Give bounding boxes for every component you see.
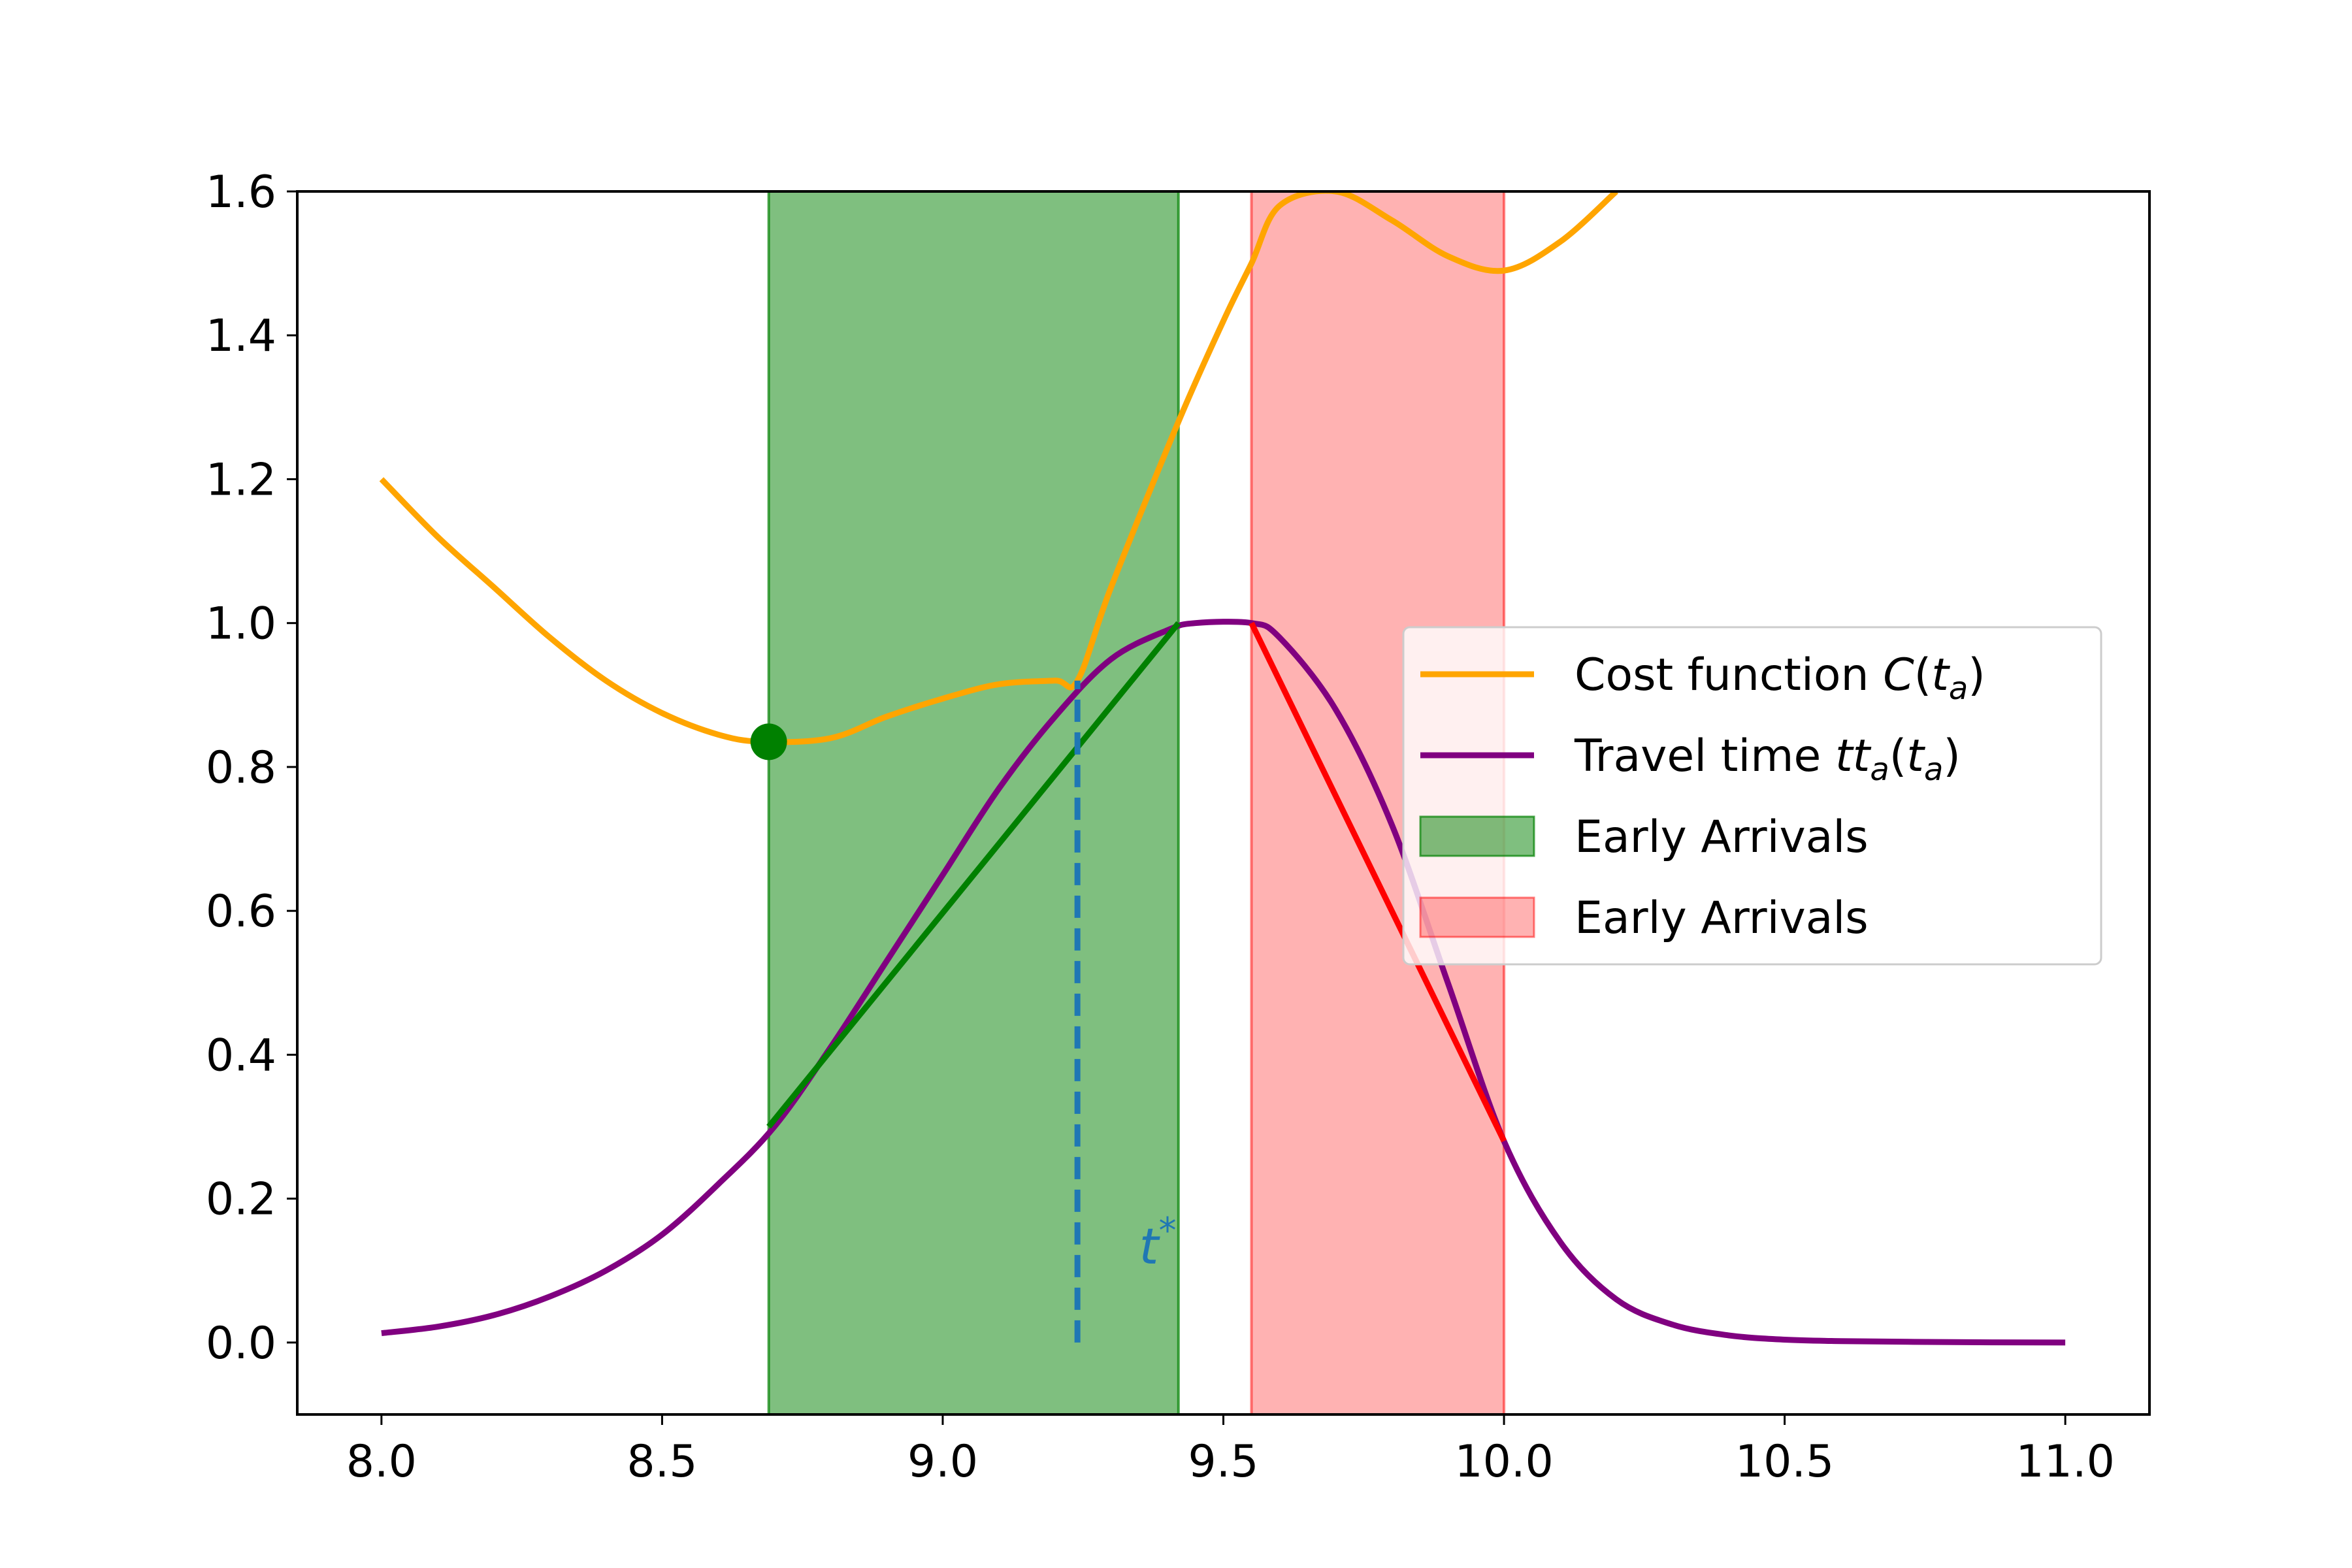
band-0 [767,191,1180,1414]
x-tick-label-1: 8.5 [627,1436,697,1488]
legend-label-1: Travel time tta(ta) [1574,730,1961,788]
legend-swatch-2 [1419,815,1535,857]
segment-late-tangent [1249,621,1507,1143]
legend-text-italic: tt [1835,730,1872,782]
legend-text-rest: ( [1914,649,1932,701]
y-axis: 0.0 0.2 0.4 0.6 0.8 1.0 1.2 1.4 1.6 [206,167,297,1369]
legend-text-italic: C [1883,649,1914,701]
x-tick-label-2: 9.0 [907,1436,978,1488]
series-line-0 [379,191,1618,745]
legend-text-close: ) [1943,730,1961,782]
segment-early-tangent [766,621,1181,1129]
series-line-1 [381,619,2066,1346]
y-tick-label-7: 1.4 [206,310,276,362]
legend-text-main: Cost function [1575,649,1883,701]
legend-label-3: Early Arrivals [1575,892,1869,944]
legend: Cost function C(ta)Travel time tta(ta)Ea… [1402,626,2102,966]
y-tick-label-4: 0.8 [206,742,276,794]
y-tick-label-8: 1.6 [206,167,276,218]
y-tick-label-3: 0.6 [206,886,276,938]
y-tick-label-2: 0.4 [206,1030,276,1081]
legend-text-close: ) [1968,649,1985,701]
legend-text-main: Early Arrivals [1575,811,1869,863]
y-tick-label-5: 1.0 [206,598,276,650]
x-tick-label-4: 10.0 [1454,1436,1553,1488]
x-tick-label-0: 8.0 [346,1436,417,1488]
legend-text-sub1: a [1870,751,1889,788]
legend-text-main: Travel time [1574,730,1835,782]
legend-text-sub: a [1949,670,1968,707]
x-tick-label-6: 11.0 [2016,1436,2114,1488]
x-tick-label-3: 9.5 [1188,1436,1258,1488]
legend-text-var: t [1931,649,1950,701]
y-tick-label-0: 0.0 [206,1318,276,1369]
legend-text-var: t [1906,730,1925,782]
legend-text-main: Early Arrivals [1575,892,1869,944]
y-tick-label-1: 0.2 [206,1174,276,1226]
bands-layer [767,191,1506,1414]
legend-swatch-3 [1419,896,1535,938]
x-axis: 8.0 8.5 9.0 9.5 10.0 10.5 11.0 [346,1414,2115,1488]
legend-text-sub: a [1924,751,1943,788]
lines-layer [379,191,2066,1346]
legend-text-rest: ( [1889,730,1907,782]
annotation-sup: * [1158,1210,1176,1251]
legend-label-2: Early Arrivals [1575,811,1869,863]
y-tick-label-6: 1.2 [206,454,276,506]
legend-label-0: Cost function C(ta) [1575,649,1985,707]
x-tick-label-5: 10.5 [1735,1436,1834,1488]
marker-cost-minimum [750,723,787,760]
legend-box [1402,626,2102,966]
